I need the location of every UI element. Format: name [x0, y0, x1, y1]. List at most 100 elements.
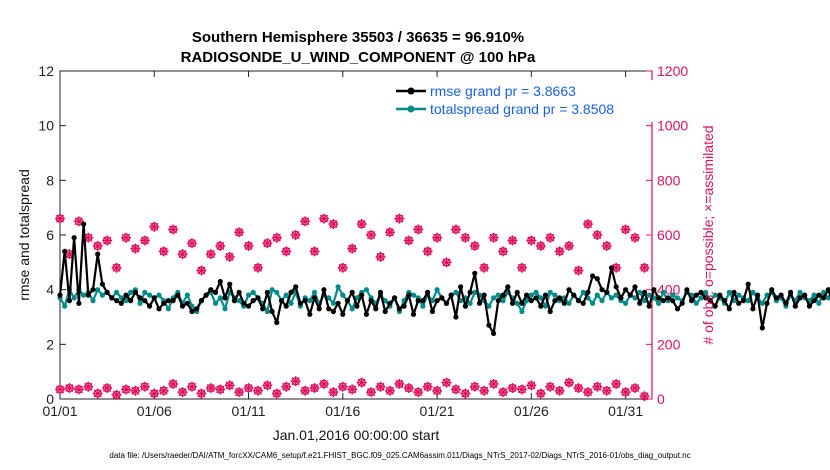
totalspread-point [245, 292, 252, 298]
totalspread-point [674, 295, 681, 301]
rmse-point [165, 298, 171, 304]
obs-assimilated-point [384, 385, 395, 396]
obs-possible-point [488, 232, 499, 243]
rmse-point [759, 325, 765, 331]
totalspread-point [467, 300, 473, 306]
totalspread-point [71, 295, 77, 301]
rmse-point [448, 292, 454, 298]
rmse-point [557, 295, 563, 301]
rmse-point [415, 298, 421, 304]
rmse-point [580, 300, 586, 306]
rmse-point [646, 303, 652, 309]
obs-assimilated-point [102, 383, 113, 394]
x-tick-label: 01/11 [232, 403, 266, 419]
rmse-point [151, 295, 157, 301]
totalspread-point [349, 306, 355, 312]
totalspread-point [311, 289, 318, 295]
legend-rmse-label: rmse grand pr = 3.8663 [430, 83, 576, 99]
totalspread-point [307, 298, 313, 304]
y-tick-right-label: 800 [657, 172, 681, 188]
rmse-point [783, 300, 789, 306]
obs-assimilated-point [215, 384, 226, 395]
obs-possible-point [507, 235, 518, 246]
legend-background [391, 80, 653, 122]
obs-assimilated-point [224, 380, 235, 391]
rmse-point [326, 306, 332, 312]
totalspread-point [410, 292, 417, 298]
y-tick-right-label: 400 [657, 282, 681, 298]
obs-possible-point [450, 224, 461, 235]
obs-possible-point [318, 213, 329, 224]
rmse-point [387, 300, 393, 306]
totalspread-point [514, 300, 520, 306]
obs-assimilated-point [271, 388, 282, 399]
obs-assimilated-point [234, 387, 245, 398]
rmse-point [184, 300, 190, 306]
totalspread-point [542, 303, 549, 309]
obs-possible-point [620, 224, 631, 235]
rmse-point [269, 308, 275, 315]
obs-assimilated-point [281, 381, 292, 392]
rmse-point [283, 303, 289, 309]
rmse-point [806, 303, 813, 309]
obs-possible-point [328, 219, 339, 230]
rmse-point [476, 300, 483, 306]
totalspread-point [269, 287, 275, 293]
obs-possible-point [413, 224, 424, 235]
totalspread-point [547, 289, 553, 295]
totalspread-point [646, 292, 652, 298]
series-lines [57, 221, 830, 336]
rmse-point [410, 311, 417, 317]
rmse-point [684, 287, 690, 293]
rmse-point [231, 298, 237, 304]
obs-possible-point [375, 251, 386, 262]
rmse-point [816, 292, 822, 298]
rmse-point [227, 281, 233, 287]
rmse-point [85, 292, 91, 298]
obs-possible-point [158, 246, 169, 257]
obs-assimilated-point [526, 380, 537, 391]
obs-assimilated-point [309, 383, 320, 394]
rmse-point [698, 289, 704, 295]
obs-assimilated-point [413, 387, 424, 398]
obs-assimilated-point [545, 381, 556, 392]
rmse-point [736, 300, 742, 306]
rmse-point [750, 306, 756, 312]
obs-possible-point [92, 240, 103, 251]
rmse-point [170, 298, 176, 304]
totalspread-point [283, 292, 289, 298]
obs-assimilated-point [328, 387, 339, 398]
rmse-point [114, 298, 120, 304]
obs-assimilated-point [432, 385, 443, 396]
totalspread-point [420, 303, 426, 309]
x-axis: 01/01 01/06 01/11 01/16 01/21 01/26 01/31 [42, 71, 643, 419]
rmse-point [585, 289, 591, 295]
rmse-point [142, 298, 148, 304]
totalspread-point [825, 295, 830, 301]
rmse-point [458, 284, 464, 290]
rmse-point [679, 300, 685, 306]
obs-assimilated-point [290, 376, 301, 387]
totalspread-point [519, 308, 525, 315]
obs-possible-point [130, 243, 141, 254]
obs-possible-point [168, 224, 179, 235]
totalspread-point [811, 292, 817, 298]
totalspread-point [656, 300, 662, 306]
totalspread-point [236, 298, 242, 304]
obs-possible-point [573, 265, 584, 276]
rmse-point [104, 289, 110, 295]
rmse-point [707, 298, 714, 304]
rmse-point [99, 281, 105, 287]
rmse-point [731, 289, 737, 295]
rmse-point [429, 308, 435, 315]
totalspread-point [552, 292, 558, 298]
obs-assimilated-point [394, 378, 405, 389]
obs-possible-point [366, 230, 377, 240]
rmse-point [764, 300, 770, 306]
obs-possible-point [356, 219, 367, 230]
rmse-point [811, 298, 817, 304]
totalspread-point [137, 300, 143, 306]
obs-possible-point [102, 235, 113, 246]
y-tick-right-label: 200 [657, 336, 681, 352]
